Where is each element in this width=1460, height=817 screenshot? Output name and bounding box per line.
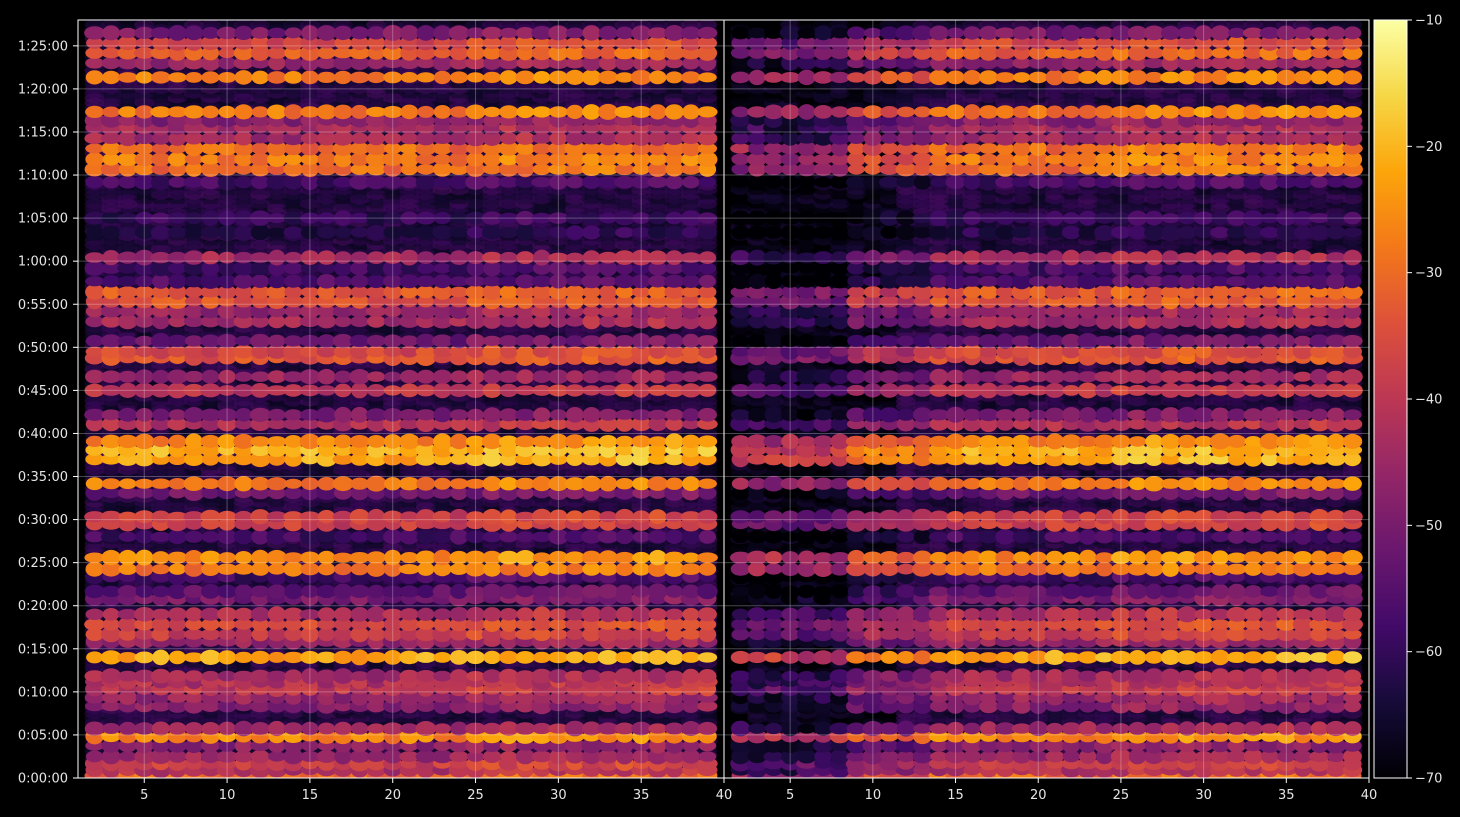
spectrogram-panel-left <box>84 20 718 778</box>
